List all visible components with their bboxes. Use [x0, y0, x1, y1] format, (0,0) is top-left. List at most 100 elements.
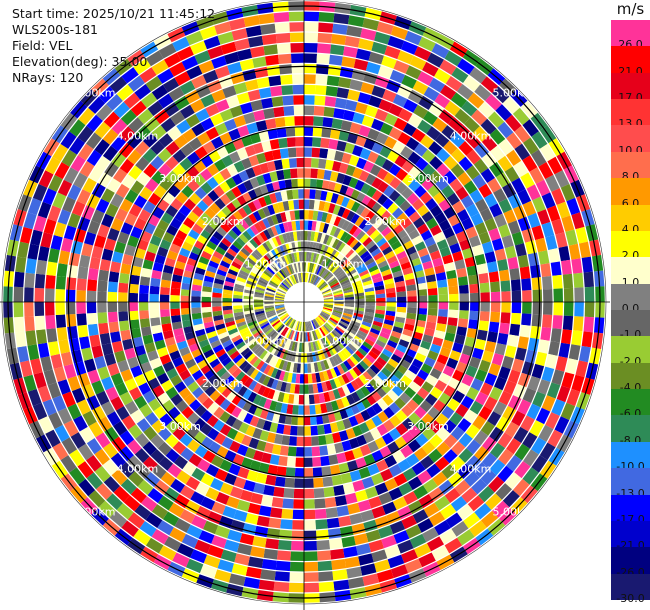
- radar-gate-bin: [212, 250, 224, 260]
- radar-gate-bin: [445, 76, 463, 92]
- radar-gate-bin: [17, 241, 29, 258]
- radar-gate-bin: [91, 380, 105, 395]
- radar-gate-bin: [312, 137, 322, 148]
- radar-gate-bin: [261, 452, 272, 464]
- radar-gate-bin: [360, 344, 370, 354]
- radar-gate-bin: [573, 316, 584, 332]
- radar-gate-bin: [238, 250, 248, 260]
- radar-gate-bin: [121, 520, 139, 537]
- radar-gate-bin: [269, 280, 279, 287]
- radar-gate-bin: [352, 353, 362, 363]
- radar-gate-bin: [13, 302, 24, 318]
- radar-gate-bin: [325, 159, 334, 171]
- radar-gate-bin: [554, 170, 570, 188]
- radar-gate-bin: [286, 137, 296, 148]
- radar-gate-bin: [105, 203, 119, 218]
- radar-gate-bin: [161, 379, 174, 392]
- radar-gate-bin: [375, 339, 386, 348]
- radar-gate-bin: [276, 246, 284, 257]
- radar-gate-bin: [289, 362, 295, 373]
- radar-gate-bin: [104, 162, 119, 178]
- radar-gate-bin: [360, 250, 370, 260]
- radar-gate-bin: [162, 511, 180, 527]
- radar-gate-bin: [335, 326, 345, 334]
- colorbar-segment: [611, 204, 650, 232]
- radar-gate-bin: [322, 309, 332, 314]
- radar-gate-bin: [187, 439, 201, 453]
- radar-gate-bin: [273, 321, 282, 329]
- radar-gate-bin: [219, 181, 231, 193]
- radar-gate-bin: [348, 15, 365, 27]
- radar-gate-bin: [373, 360, 384, 371]
- radar-gate-bin: [107, 302, 118, 313]
- radar-gate-bin: [151, 504, 168, 520]
- radar-gate-bin: [277, 310, 287, 316]
- radar-gate-bin: [183, 270, 194, 279]
- radar-gate-bin: [344, 35, 360, 48]
- range-ring-label: 4.00km: [450, 129, 492, 142]
- radar-gate-bin: [474, 253, 486, 266]
- radar-gate-bin: [154, 479, 170, 495]
- radar-gate-bin: [281, 158, 290, 169]
- radar-gate-bin: [336, 505, 350, 517]
- radar-gate-bin: [289, 22, 304, 32]
- radar-gate-bin: [246, 470, 259, 482]
- radar-gate-bin: [392, 385, 404, 397]
- radar-gate-bin: [466, 265, 478, 276]
- radar-gate-bin: [439, 246, 451, 258]
- radar-gate-bin: [404, 205, 416, 218]
- radar-gate-bin: [379, 331, 390, 340]
- radar-gate-bin: [233, 476, 247, 489]
- radar-gate-bin: [290, 43, 304, 53]
- radar-gate-bin: [195, 328, 206, 337]
- radar-gate-bin: [258, 87, 272, 99]
- radar-gate-bin: [574, 302, 584, 317]
- radar-gate-bin: [344, 294, 354, 298]
- radar-gate-bin: [134, 345, 146, 357]
- radar-gate-bin: [474, 338, 486, 351]
- radar-gate-bin: [91, 245, 104, 259]
- plot-boundary: [1, 0, 607, 605]
- radar-gate-bin: [172, 274, 183, 283]
- radar-gate-bin: [150, 317, 161, 327]
- radar-gate-bin: [189, 399, 202, 412]
- radar-gate-bin: [311, 373, 317, 383]
- radar-gate-bin: [474, 222, 488, 235]
- radar-gate-bin: [206, 330, 218, 339]
- radar-gate-bin: [371, 505, 386, 519]
- radar-gate-bin: [108, 321, 120, 333]
- radar-gate-bin: [256, 418, 266, 430]
- radar-gate-bin: [342, 312, 353, 318]
- radar-gate-bin: [404, 223, 417, 235]
- radar-gate-bin: [150, 434, 165, 449]
- radar-gate-bin: [290, 425, 298, 436]
- radar-gate-bin: [411, 128, 426, 143]
- radar-gate-bin: [442, 365, 455, 377]
- radar-gate-bin: [293, 199, 300, 210]
- radar-gate-bin: [304, 353, 308, 363]
- radar-gate-bin: [48, 412, 63, 430]
- radar-gate-bin: [421, 413, 435, 427]
- radar-gate-bin: [243, 298, 253, 302]
- radar-gate-bin: [202, 194, 214, 207]
- radar-gate-bin: [253, 249, 263, 259]
- radar-gate-bin: [316, 265, 322, 275]
- radar-gate-bin: [313, 330, 319, 340]
- radar-gate-bin: [153, 405, 167, 419]
- radar-gate-bin: [233, 210, 244, 222]
- radar-gate-bin: [451, 67, 469, 83]
- radar-gate-bin: [159, 354, 172, 365]
- radar-gate-bin: [207, 45, 224, 60]
- radar-gate-bin: [304, 137, 313, 147]
- radar-gate-bin: [24, 272, 35, 288]
- radar-gate-bin: [344, 142, 355, 154]
- radar-gate-bin: [239, 269, 249, 277]
- radar-gate-bin: [247, 89, 261, 102]
- radar-gate-bin: [555, 356, 568, 372]
- radar-gate-bin: [327, 412, 336, 423]
- radar-gate-bin: [225, 320, 236, 328]
- radar-gate-bin: [484, 193, 498, 208]
- radar-gate-bin: [376, 168, 389, 181]
- radar-gate-bin: [110, 372, 124, 387]
- radar-gate-bin: [318, 281, 326, 289]
